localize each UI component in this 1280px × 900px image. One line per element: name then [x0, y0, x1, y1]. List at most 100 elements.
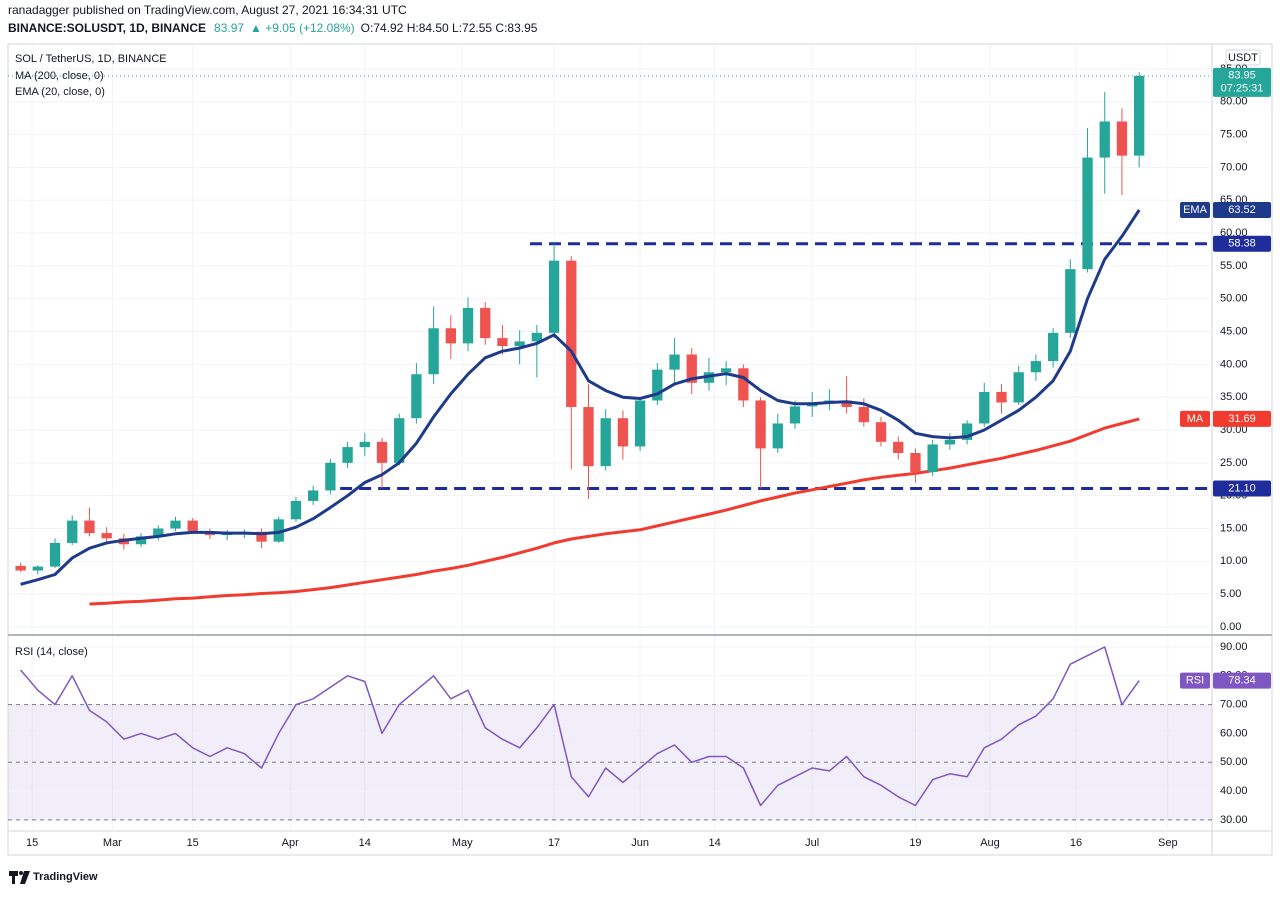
name-tag [1180, 672, 1210, 689]
x-tick-label: 15 [187, 837, 199, 849]
ohlc: O:74.92 H:84.50 L:72.55 C:83.95 [361, 21, 538, 35]
candle-body [961, 423, 973, 440]
candle-body [617, 418, 629, 447]
candle-body [686, 354, 697, 383]
value-tag-label: 63.52 [1228, 204, 1256, 216]
x-tick-label: Sep [1158, 837, 1178, 849]
candle-body [1116, 121, 1128, 156]
candle-body [359, 441, 370, 448]
x-tick-label: 17 [548, 837, 560, 849]
x-tick-label: May [452, 837, 473, 849]
x-tick-label: Jun [631, 837, 649, 849]
candle-body [411, 374, 422, 419]
candle-body [462, 307, 474, 344]
candle-body [738, 368, 749, 401]
value-tag [1213, 480, 1271, 497]
legend-entry: EMA (20, close, 0) [15, 86, 105, 98]
candle-body [910, 453, 921, 473]
symbol-line: BINANCE:SOLUSDT, 1D, BINANCE 83.97 ▲ +9.05… [8, 21, 538, 35]
series-line [20, 646, 1140, 807]
value-tag-label: 78.34 [1228, 674, 1256, 686]
candle-body [170, 520, 181, 529]
symbol: BINANCE:SOLUSDT, 1D, BINANCE [8, 21, 206, 35]
candle-body [1030, 361, 1042, 373]
y-tick-label: 10.00 [1220, 555, 1248, 567]
candle-body [944, 439, 956, 445]
frame [7, 43, 1273, 856]
y-tick-label: 35.00 [1220, 391, 1248, 403]
candle-body [548, 260, 560, 333]
candle-body [376, 441, 388, 463]
value-tag [1213, 410, 1271, 427]
candle-body [1082, 157, 1093, 270]
candle-body [514, 341, 525, 346]
candle-body [1099, 121, 1110, 158]
candle-body [789, 406, 801, 424]
publisher: ranadagger published on TradingView.com,… [8, 3, 407, 17]
value-tag [1213, 235, 1271, 252]
candle-body [927, 444, 938, 473]
candle-body [187, 520, 198, 532]
candle-body [445, 328, 456, 344]
candle-body [1047, 332, 1059, 362]
candle-body [84, 520, 95, 534]
y-tick-label: 40.00 [1220, 358, 1248, 370]
candle-body [772, 423, 783, 449]
price-tag-label: 83.95 [1228, 70, 1256, 82]
candle-body [480, 307, 491, 339]
x-tick-label: Aug [980, 837, 1000, 849]
candle-body [531, 332, 543, 342]
candle-body [634, 400, 646, 447]
candle-body [15, 565, 26, 571]
y-tick-label: 25.00 [1220, 457, 1248, 469]
brand: TradingView [33, 871, 98, 883]
x-tick-label: Mar [103, 837, 122, 849]
series-line [89, 417, 1140, 606]
candle-body [875, 422, 887, 442]
price-tag [1213, 67, 1271, 97]
candle-body [841, 400, 852, 408]
candle-body [290, 500, 302, 520]
y-tick-label: 70.00 [1220, 161, 1248, 173]
y-tick-label: 15.00 [1220, 522, 1248, 534]
x-tick-label: 14 [359, 837, 371, 849]
currency-box [1225, 49, 1261, 66]
candle-body [67, 520, 78, 543]
candle-body [273, 519, 284, 542]
candle-body [256, 531, 267, 542]
currency: USDT [1228, 52, 1258, 64]
candle-body [720, 368, 732, 373]
candle-body [342, 447, 353, 463]
candle-body [394, 418, 405, 463]
candle-body [307, 490, 319, 501]
y-tick-label: 75.00 [1220, 129, 1248, 141]
candle-body [153, 528, 164, 537]
candle-body [600, 418, 611, 467]
candle-body [497, 338, 508, 346]
candle-body [135, 536, 147, 545]
legend-entry: RSI (14, close) [15, 646, 88, 658]
name-tag [1180, 410, 1210, 427]
value-tag [1213, 201, 1271, 218]
brand-logo [9, 871, 30, 884]
x-tick-label: Apr [282, 837, 299, 849]
y-tick-label: 80.00 [1220, 96, 1248, 108]
y-tick-label: 50.00 [1220, 756, 1248, 768]
y-tick-label: 30.00 [1220, 424, 1248, 436]
x-tick-label: 15 [26, 837, 38, 849]
candle-body [893, 441, 904, 454]
y-tick-label: 5.00 [1220, 588, 1241, 600]
change: ▲ +9.05 (+12.08%) [250, 21, 355, 35]
name-tag-label: EMA [1183, 204, 1208, 216]
y-tick-label: 50.00 [1220, 293, 1248, 305]
x-tick-label: Jul [805, 837, 819, 849]
chart-title: SOL / TetherUS, 1D, BINANCE [15, 53, 167, 65]
candle-body [49, 542, 61, 567]
value-tag [1213, 672, 1271, 689]
y-tick-label: 40.00 [1220, 785, 1248, 797]
candle-body [566, 260, 577, 408]
candle-body [996, 391, 1007, 403]
candle-body [101, 533, 112, 539]
candle-body [652, 369, 663, 401]
